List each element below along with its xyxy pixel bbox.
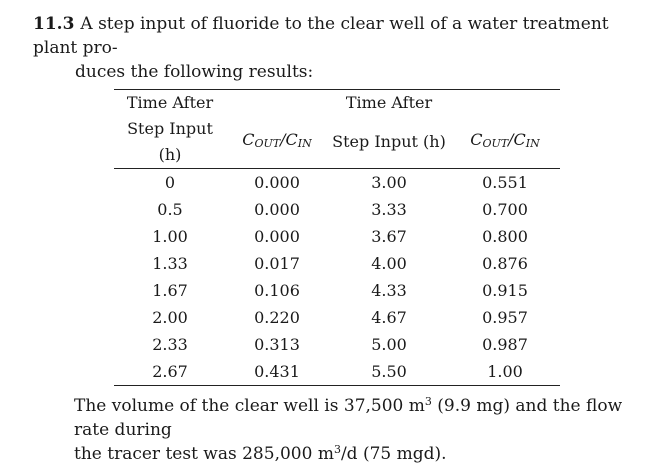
ratio-cell: 0.551 [482,173,528,192]
header-blank-2 [450,90,560,117]
table-row: 1.00 0.000 3.67 0.800 [114,223,560,250]
problem-line-1: 11.3 A step input of fluoride to the clea… [33,12,623,60]
time-cell: 2.00 [152,308,188,327]
results-table-container: Time After Time After Step Input (h) COU… [114,89,560,386]
header-time-after-1: Time After [126,93,214,112]
header-blank-1 [226,90,328,117]
time-cell: 1.00 [152,227,188,246]
problem-statement: 11.3 A step input of fluoride to the clea… [33,12,623,84]
ratio-cell: 0.800 [482,227,528,246]
ratio-cell: 0.220 [254,308,300,327]
ratio-cell: 0.000 [254,227,300,246]
table-row: 2.00 0.220 4.67 0.957 [114,304,560,331]
time-cell: 4.67 [371,308,407,327]
ratio-cell: 0.876 [482,254,528,273]
time-cell: 3.67 [371,227,407,246]
problem-footer: The volume of the clear well is 37,500 m… [74,394,634,466]
ratio-cell: 0.000 [254,200,300,219]
ratio-cell: 0.313 [254,335,300,354]
time-cell: 1.67 [152,281,188,300]
problem-text-line-1: A step input of fluoride to the clear we… [33,14,609,58]
header-ratio-1: COUT/CIN [226,116,328,169]
ratio-cell: 0.431 [254,362,300,381]
ratio-cell: 0.987 [482,335,528,354]
time-cell: 3.00 [371,173,407,192]
table-row: 1.33 0.017 4.00 0.876 [114,250,560,277]
ratio-cell: 0.106 [254,281,300,300]
time-cell: 3.33 [371,200,407,219]
time-cell: 2.67 [152,362,188,381]
table-row: 0 0.000 3.00 0.551 [114,169,560,197]
header-ratio-2: COUT/CIN [450,116,560,169]
table-row: 0.5 0.000 3.33 0.700 [114,196,560,223]
time-cell: 1.33 [152,254,188,273]
time-cell: 2.33 [152,335,188,354]
ratio-cell: 0.915 [482,281,528,300]
ratio-cell: 0.700 [482,200,528,219]
time-cell: 4.00 [371,254,407,273]
time-cell: 5.00 [371,335,407,354]
footer-line-2: the tracer test was 285,000 m3/d (75 mgd… [74,443,447,464]
time-cell: 0.5 [157,200,183,219]
ratio-cell: 0.017 [254,254,300,273]
header-time-after-2: Time After [345,93,433,112]
table-row: 2.67 0.431 5.50 1.00 [114,358,560,386]
ratio-cell: 0.000 [254,173,300,192]
header-row-bottom: Step Input (h) COUT/CIN Step Input (h) C… [114,116,560,169]
results-table: Time After Time After Step Input (h) COU… [114,89,560,386]
header-row-top: Time After Time After [114,90,560,117]
time-cell: 5.50 [371,362,407,381]
table-row: 2.33 0.313 5.00 0.987 [114,331,560,358]
footer-line-1: The volume of the clear well is 37,500 m… [74,395,623,440]
ratio-cell: 1.00 [487,362,523,381]
problem-text-line-2: duces the following results: [75,62,314,82]
problem-number: 11.3 [33,14,75,34]
table-row: 1.67 0.106 4.33 0.915 [114,277,560,304]
time-cell: 4.33 [371,281,407,300]
header-step-input-2: Step Input (h) [328,116,450,169]
ratio-cell: 0.957 [482,308,528,327]
header-step-input-1: Step Input (h) [114,116,226,169]
time-cell: 0 [164,173,176,192]
